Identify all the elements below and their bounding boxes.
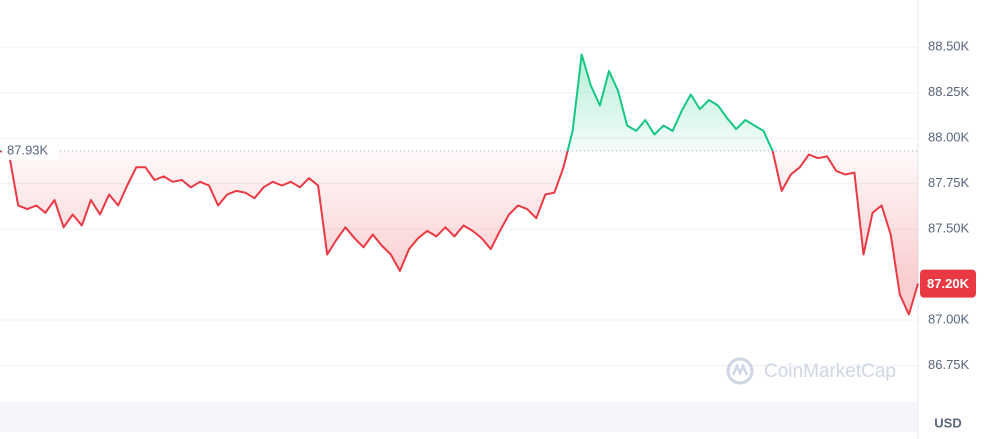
y-tick-label: 87.75K bbox=[928, 175, 970, 190]
y-tick-label: 88.50K bbox=[928, 39, 970, 54]
baseline-label: 87.93K bbox=[7, 142, 49, 157]
baseline-label-bg bbox=[2, 141, 58, 160]
currency-label: USD bbox=[934, 415, 961, 430]
price-tag: 87.20K bbox=[927, 276, 970, 291]
y-tick-label: 87.00K bbox=[928, 311, 970, 326]
price-line bbox=[0, 53, 919, 316]
watermark-text: CoinMarketCap bbox=[764, 361, 896, 382]
y-tick-label: 87.50K bbox=[928, 221, 970, 236]
watermark: CoinMarketCap bbox=[726, 357, 896, 385]
volume-area bbox=[0, 402, 918, 432]
y-tick-label: 88.25K bbox=[928, 84, 970, 99]
y-tick-label: 88.00K bbox=[928, 130, 970, 145]
area bbox=[0, 54, 918, 315]
y-tick-label: 86.75K bbox=[928, 357, 970, 372]
price-tag-bg bbox=[920, 269, 976, 298]
